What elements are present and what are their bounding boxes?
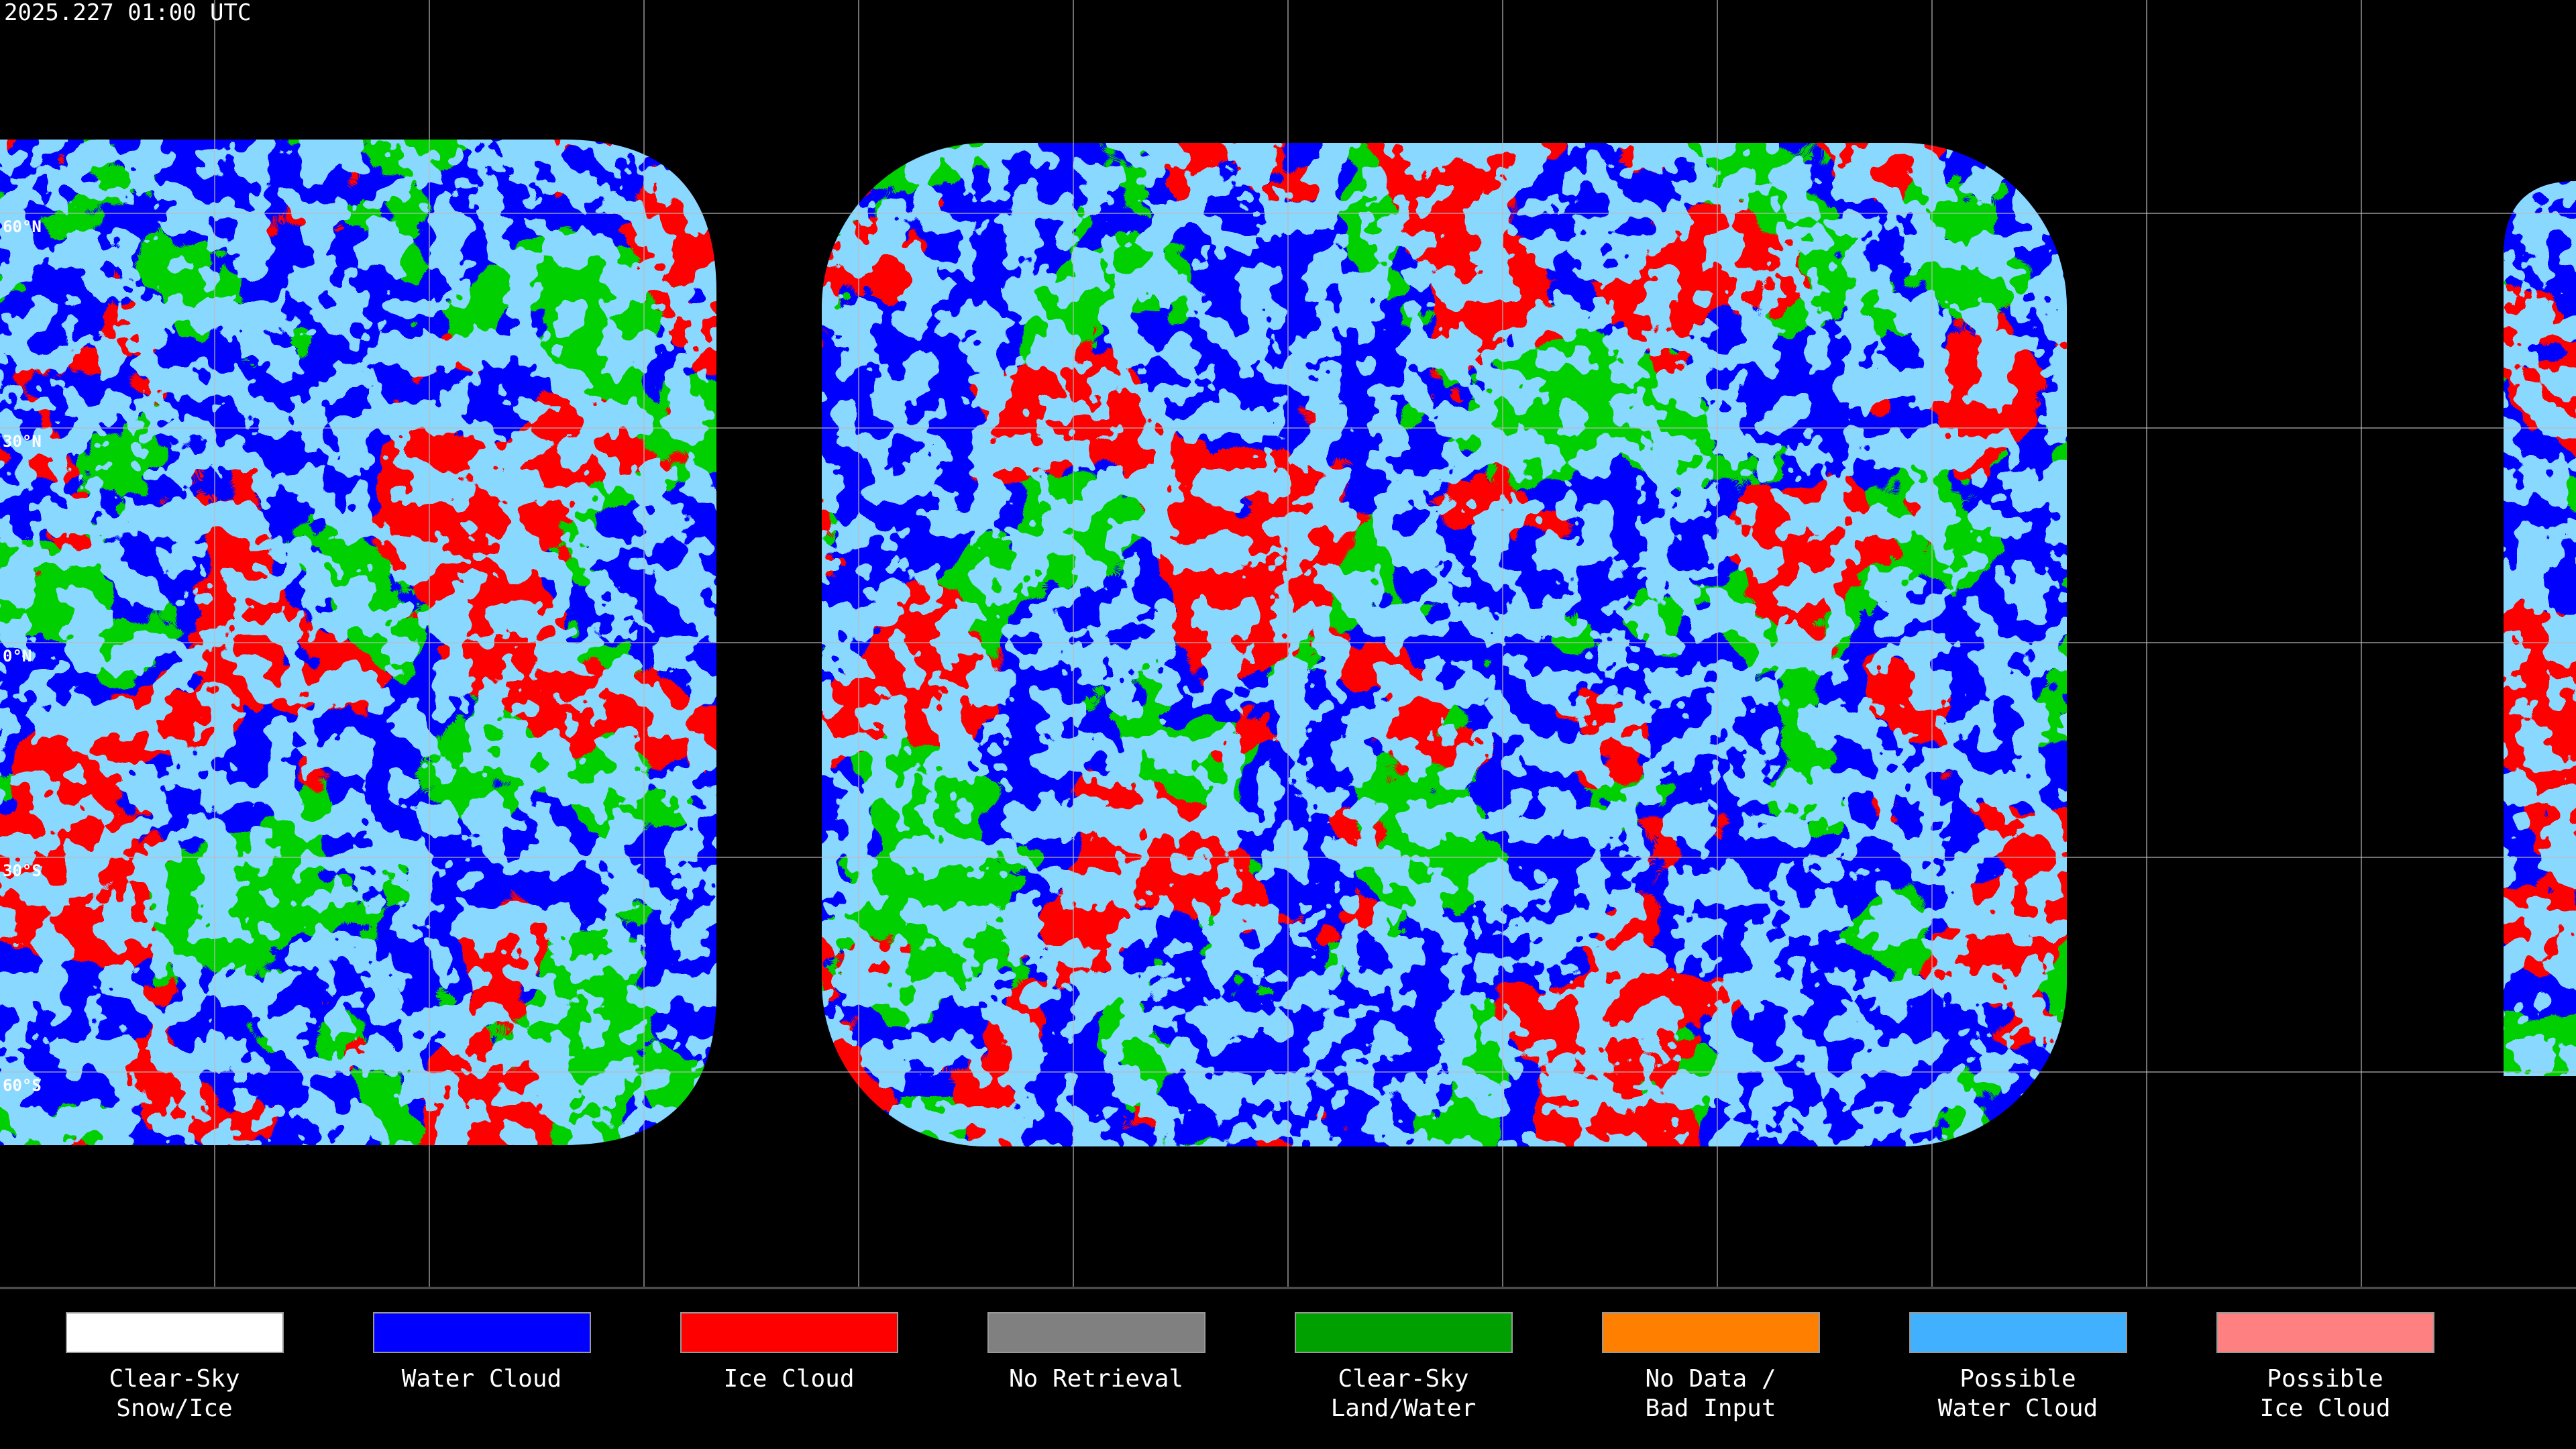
timestamp: 2025.227 01:00 UTC bbox=[4, 0, 251, 26]
latitude-label: 0°N bbox=[3, 647, 32, 665]
possible-water-cloud-field bbox=[1945, 704, 2080, 1053]
legend-swatch bbox=[987, 1312, 1205, 1353]
latitude-label: 30°S bbox=[3, 861, 42, 880]
legend-swatch bbox=[66, 1312, 284, 1353]
legend-label: Clear-Sky bbox=[1338, 1365, 1468, 1393]
legend-label: Ice Cloud bbox=[2259, 1395, 2390, 1422]
legend-swatch bbox=[1295, 1312, 1513, 1353]
legend-label: Possible bbox=[1960, 1365, 2076, 1393]
legend-label: Ice Cloud bbox=[723, 1365, 854, 1393]
legend-label: Clear-Sky bbox=[109, 1365, 239, 1393]
legend-swatch bbox=[2216, 1312, 2434, 1353]
legend-swatch bbox=[1909, 1312, 2127, 1353]
latitude-labels: 60°N 30°N 0°N 30°S 60°S bbox=[3, 217, 42, 1095]
legend-swatch bbox=[680, 1312, 898, 1353]
legend-label: No Data / bbox=[1645, 1365, 1776, 1393]
latitude-label: 60°N bbox=[3, 217, 42, 236]
legend-label: No Retrieval bbox=[1009, 1365, 1183, 1393]
legend-label: Snow/Ice bbox=[116, 1395, 232, 1422]
legend-swatch bbox=[1602, 1312, 1820, 1353]
legend-label: Land/Water bbox=[1331, 1395, 1477, 1422]
legend-label: Bad Input bbox=[1645, 1395, 1776, 1422]
latitude-label: 30°N bbox=[3, 432, 42, 451]
legend-label: Water Cloud bbox=[402, 1365, 561, 1393]
legend-label: Possible bbox=[2267, 1365, 2383, 1393]
latitude-label: 60°S bbox=[3, 1076, 42, 1095]
legend-swatch bbox=[373, 1312, 591, 1353]
graticule bbox=[0, 0, 2576, 1287]
legend-label: Water Cloud bbox=[1938, 1395, 2098, 1422]
